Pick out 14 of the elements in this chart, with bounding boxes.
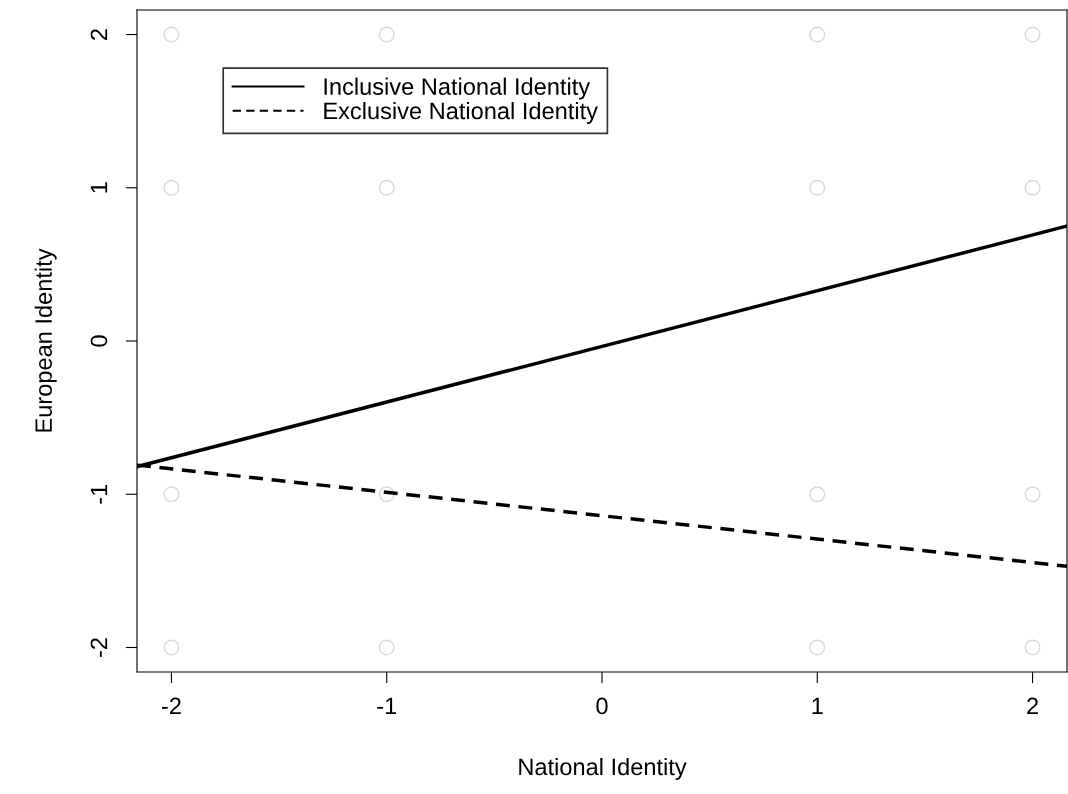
x-axis-title: National Identity — [519, 757, 687, 780]
x-tick-label: 2 — [1027, 697, 1038, 715]
y-tick-label: 0 — [90, 335, 108, 347]
x-tick-label: 0 — [596, 697, 608, 715]
x-tick-label: 1 — [812, 697, 823, 715]
x-tick-label: -2 — [162, 697, 181, 715]
y-tick-label: 2 — [90, 29, 108, 40]
y-tick-label: 1 — [90, 182, 108, 193]
legend-label: Exclusive National Identity — [324, 101, 598, 124]
y-tick-label: -1 — [90, 484, 108, 504]
y-tick-label: -2 — [90, 638, 108, 657]
x-tick-label: -1 — [377, 697, 397, 715]
y-axis-title: European Identity — [34, 248, 57, 432]
legend-label: Inclusive National Identity — [324, 77, 591, 100]
